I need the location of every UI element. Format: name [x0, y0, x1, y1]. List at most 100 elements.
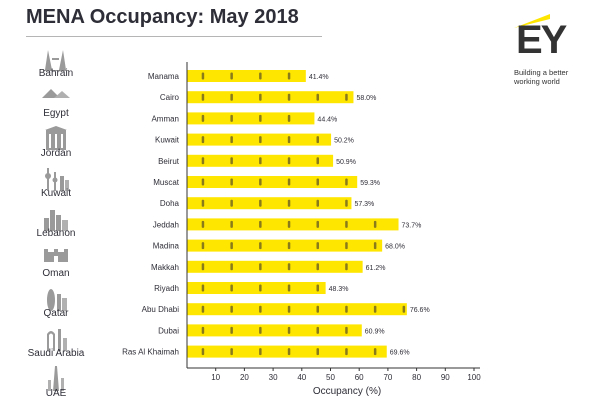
- data-label: 50.2%: [334, 138, 354, 145]
- bar-marker-icon: [345, 178, 348, 186]
- bar-marker-icon: [373, 242, 377, 250]
- data-label: 58.0%: [356, 95, 376, 102]
- x-tick-label: 20: [240, 373, 249, 382]
- x-tick-label: 50: [326, 373, 335, 382]
- bar-marker-icon: [287, 157, 291, 165]
- bar-marker-icon: [259, 242, 262, 250]
- country-name: Jordan: [40, 148, 72, 159]
- bar-marker-icon: [201, 242, 205, 250]
- bar-marker-icon: [345, 263, 348, 271]
- bar-marker-icon: [345, 326, 348, 334]
- kingdom-centre-icon: [47, 329, 67, 351]
- bar-marker-icon: [287, 72, 291, 80]
- country-lebanon: Lebanon: [28, 206, 84, 246]
- bar-marker-icon: [230, 72, 233, 80]
- bar-marker-icon: [316, 305, 319, 313]
- bar-marker-icon: [201, 199, 205, 207]
- data-label: 73.7%: [402, 222, 422, 229]
- bar-marker-icon: [230, 242, 233, 250]
- title-divider: [26, 36, 322, 37]
- data-label: 61.2%: [366, 265, 386, 272]
- bar: [187, 176, 358, 188]
- bar-marker-icon: [201, 305, 205, 313]
- category-label: Abu Dhabi: [142, 305, 180, 314]
- bar-marker-icon: [230, 326, 233, 334]
- beirut-skyline-icon: [44, 210, 68, 231]
- category-label: Cairo: [160, 93, 180, 102]
- country-name: Saudi Arabia: [27, 348, 85, 359]
- bar-marker-icon: [287, 136, 291, 144]
- data-label: 44.4%: [317, 116, 337, 123]
- x-tick-label: 40: [297, 373, 306, 382]
- pyramids-icon: [42, 89, 70, 98]
- category-label: Muscat: [153, 178, 180, 187]
- bar-marker-icon: [201, 136, 205, 144]
- country-oman: Oman: [28, 246, 84, 286]
- ey-logo: EY Building a better working world: [514, 14, 600, 86]
- bar-marker-icon: [259, 157, 262, 165]
- bar-marker-icon: [259, 220, 262, 228]
- petra-treasury-icon: [45, 126, 67, 150]
- country-name: Egypt: [43, 108, 69, 119]
- bar-marker-icon: [287, 178, 291, 186]
- fort-icon: [44, 249, 68, 262]
- country-name: Qatar: [43, 308, 69, 319]
- bar-marker-icon: [316, 263, 319, 271]
- burj-khalifa-icon: [48, 366, 64, 391]
- bar: [187, 324, 362, 337]
- bahrain-skyline-icon: [43, 50, 69, 71]
- country-jordan: Jordan: [28, 126, 84, 166]
- bar-marker-icon: [230, 199, 233, 207]
- bar-marker-icon: [259, 305, 262, 313]
- bar-marker-icon: [287, 93, 291, 101]
- country-bahrain: Bahrain: [28, 46, 84, 86]
- bar-marker-icon: [259, 326, 262, 334]
- bar-marker-icon: [345, 348, 348, 356]
- bar-marker-icon: [402, 305, 406, 313]
- category-label: Ras Al Khaimah: [122, 348, 179, 357]
- country-name: Bahrain: [38, 68, 74, 79]
- category-label: Amman: [151, 114, 179, 123]
- bar-marker-icon: [287, 114, 291, 122]
- bar: [187, 282, 326, 294]
- bar-marker-icon: [316, 348, 319, 356]
- x-tick-label: 60: [355, 373, 364, 382]
- bar-marker-icon: [345, 93, 348, 101]
- bar-marker-icon: [259, 178, 262, 186]
- country-egypt: Egypt: [28, 86, 84, 126]
- bar-marker-icon: [345, 305, 348, 313]
- bar-marker-icon: [287, 199, 291, 207]
- data-label: 60.9%: [365, 328, 385, 335]
- bar: [187, 260, 363, 273]
- bar-marker-icon: [259, 72, 262, 80]
- bar-marker-icon: [316, 93, 319, 101]
- data-label: 48.3%: [329, 286, 349, 293]
- bar-marker-icon: [259, 284, 262, 292]
- x-axis-title: Occupancy (%): [313, 386, 381, 397]
- logo-beam-icon: [514, 14, 550, 28]
- country-name: Oman: [42, 268, 70, 279]
- bar-marker-icon: [230, 220, 233, 228]
- category-label: Beirut: [158, 157, 180, 166]
- bar-marker-icon: [259, 263, 262, 271]
- x-tick-label: 80: [412, 373, 421, 382]
- category-label: Dubai: [158, 326, 179, 335]
- x-tick-label: 10: [211, 373, 220, 382]
- bar-marker-icon: [287, 326, 291, 334]
- bar-marker-icon: [201, 326, 205, 334]
- data-label: 59.3%: [360, 180, 380, 187]
- page-title: MENA Occupancy: May 2018: [26, 6, 299, 28]
- bar: [187, 197, 352, 210]
- x-tick-label: 90: [441, 373, 450, 382]
- bar: [187, 239, 383, 252]
- category-label: Madina: [153, 242, 180, 251]
- bar-marker-icon: [316, 199, 319, 207]
- bar: [187, 218, 399, 231]
- bar-marker-icon: [201, 284, 205, 292]
- country-name: Kuwait: [40, 188, 71, 199]
- logo-tagline-2: working world: [514, 77, 560, 86]
- country-name: UAE: [45, 388, 67, 399]
- category-label: Manama: [148, 72, 180, 81]
- bar: [187, 303, 407, 316]
- bar-marker-icon: [230, 263, 233, 271]
